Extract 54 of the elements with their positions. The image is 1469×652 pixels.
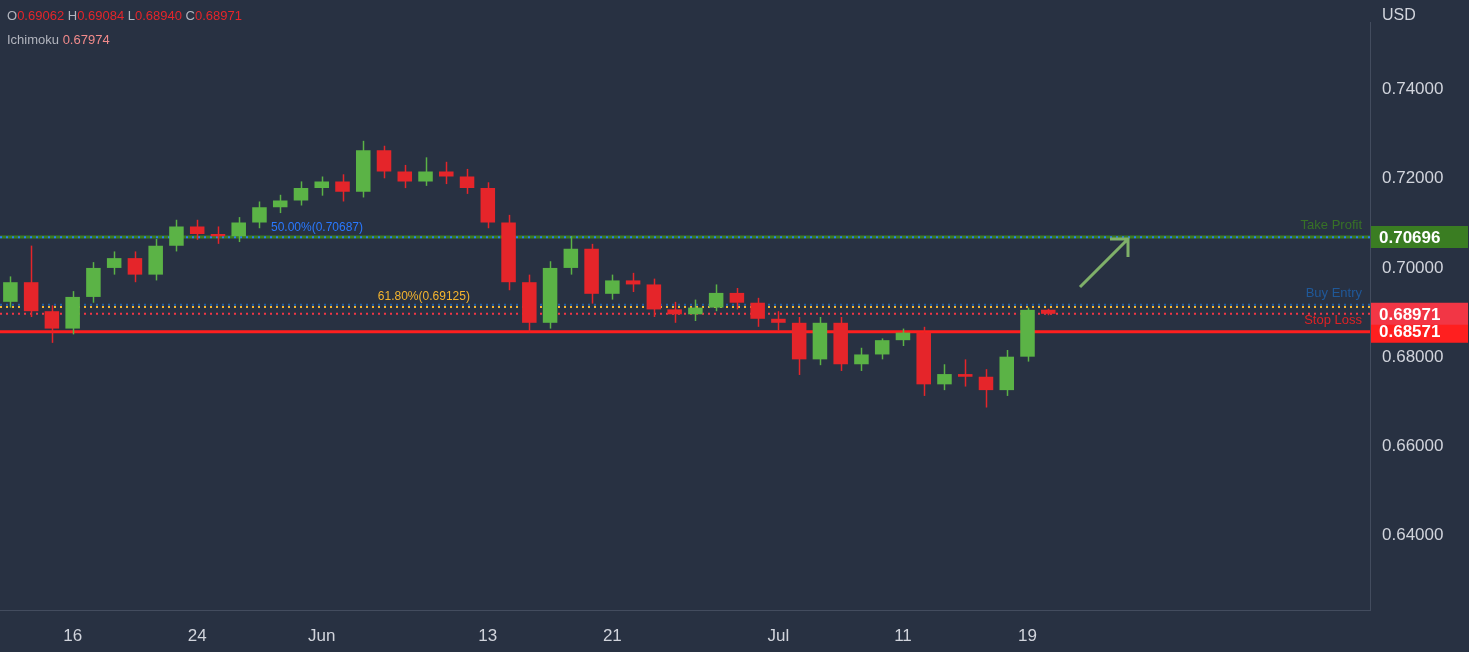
candlestick: [854, 347, 869, 372]
candlestick: [44, 304, 60, 344]
candlestick: [957, 358, 973, 388]
x-tick-label: 16: [63, 625, 83, 645]
candlestick: [169, 219, 184, 253]
candlestick: [605, 273, 620, 301]
candlestick: [708, 283, 724, 312]
y-tick-label: 0.66000: [1382, 436, 1444, 456]
candlestick: [439, 161, 454, 185]
candlestick: [978, 368, 994, 409]
x-tick-label: 19: [1018, 625, 1037, 645]
candlestick: [189, 219, 205, 241]
candlestick: [937, 363, 952, 391]
y-tick-label: 0.68000: [1382, 346, 1444, 366]
text: 0.68971: [1379, 304, 1441, 324]
candlestick: [376, 144, 392, 180]
candlestick: [106, 250, 122, 276]
y-tick-label: 0.64000: [1382, 525, 1444, 545]
candlestick: [771, 310, 786, 332]
candlestick: [750, 297, 765, 328]
candlestick: [335, 173, 350, 203]
candlestick: [874, 337, 890, 361]
x-tick-label: Jul: [767, 625, 790, 645]
x-tick-label: 11: [894, 625, 912, 645]
y-tick-label: 0.70000: [1382, 257, 1444, 277]
ref-line-label: Take Profit: [1300, 216, 1363, 232]
y-tick-label: 0.74000: [1382, 79, 1444, 99]
candlestick: [252, 200, 267, 229]
candlestick: [729, 287, 745, 311]
text: 0.68571: [1379, 322, 1441, 342]
x-tick-label: 24: [187, 625, 207, 645]
candlestick: [459, 168, 475, 195]
annotation: 50.00%(0.70687): [270, 219, 364, 234]
candlestick: [563, 235, 579, 276]
candlestick: [231, 216, 246, 243]
candlestick: [3, 275, 18, 309]
candlestick: [625, 272, 641, 293]
text: 0.70696: [1379, 227, 1441, 247]
annotation: 61.80%(0.69125): [377, 289, 470, 304]
ref-line-label: Buy Entry: [1305, 284, 1363, 300]
y-tick-label: 0.72000: [1382, 168, 1444, 188]
candlestick: [293, 180, 309, 207]
ref-line-label: Stop Loss: [1304, 311, 1363, 327]
y-axis-title: USD: [1382, 6, 1416, 24]
annotation: Ichimoku 0.67974: [7, 32, 110, 47]
candlestick: [314, 175, 330, 197]
candlestick: [418, 156, 433, 187]
candlestick: [688, 298, 703, 322]
candlestick: [127, 250, 143, 283]
x-tick-label: 21: [602, 625, 622, 645]
x-tick-label: Jun: [308, 625, 336, 645]
annotation: O0.69062 H0.69084 L0.68940 C0.68971: [7, 8, 242, 23]
x-tick-label: 13: [478, 625, 498, 645]
candlestick: [667, 301, 682, 324]
